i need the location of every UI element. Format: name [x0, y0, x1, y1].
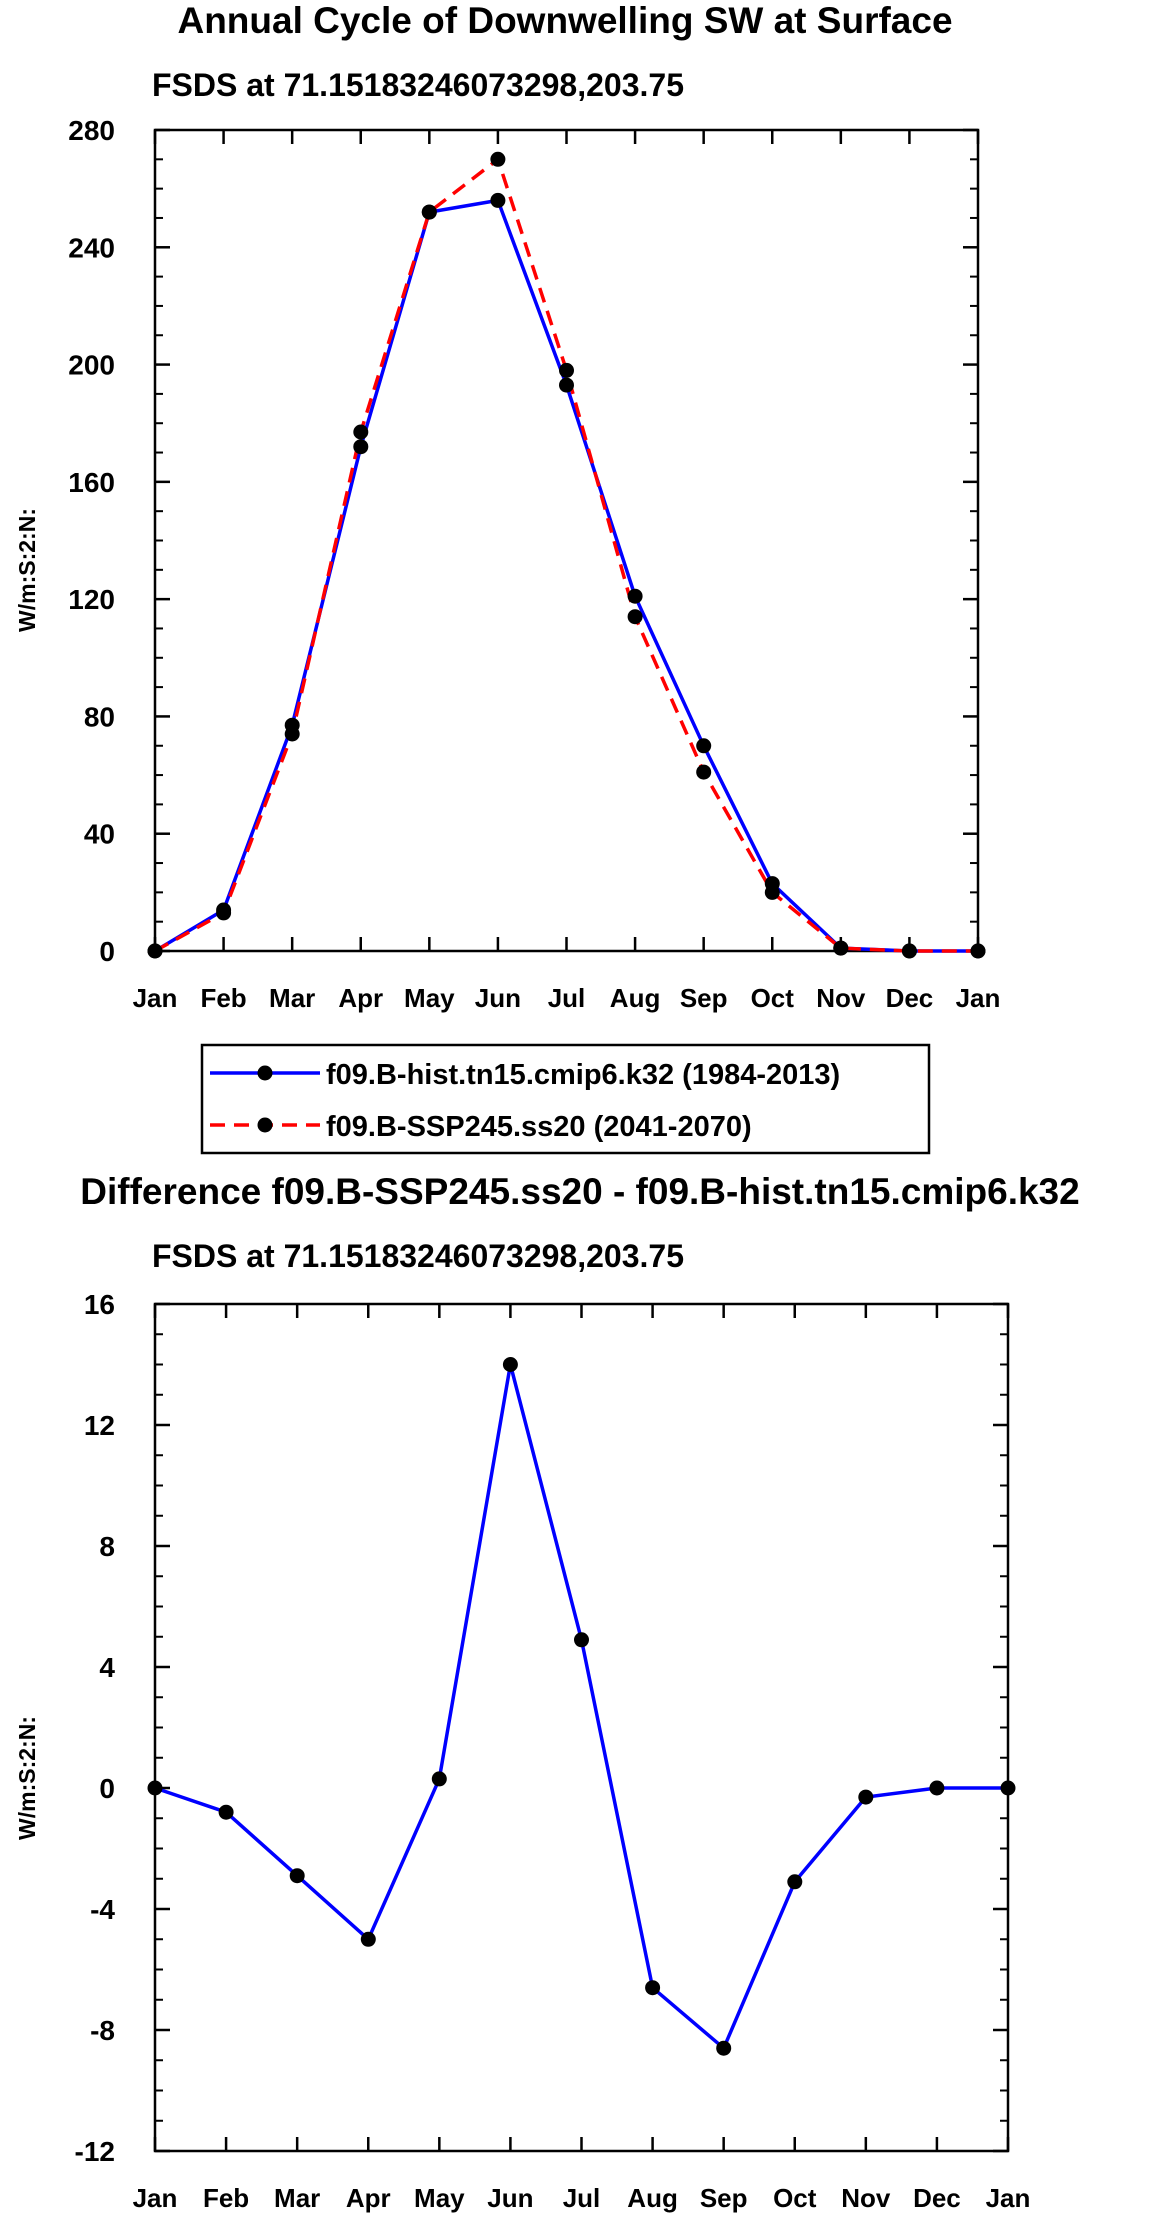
chart2-subtitle: FSDS at 71.15183246073298,203.75	[152, 1238, 684, 1274]
chart1-ytick-label: 200	[68, 350, 115, 381]
legend-marker-hist	[257, 1065, 273, 1081]
chart1-series-0-point	[353, 439, 369, 455]
chart1-series-1-point	[901, 943, 917, 959]
chart1-xtick-label: Jul	[548, 983, 586, 1013]
chart2-xtick-label: Jan	[133, 2183, 178, 2213]
chart1-xtick-label: Feb	[200, 983, 246, 1013]
chart2-xtick-label: Jul	[563, 2183, 601, 2213]
chart1-series-1-point	[490, 151, 506, 167]
chart2-series-0-point	[929, 1780, 945, 1796]
chart2-series-0-point	[1000, 1780, 1016, 1796]
chart1-series-0-line	[154, 198, 978, 953]
chart2-xtick-label: Dec	[913, 2183, 961, 2213]
chart1-xtick-label: Oct	[751, 983, 795, 1013]
chart2-series-0-point	[502, 1357, 518, 1372]
chart2-series-0-point	[218, 1804, 234, 1820]
chart2-ytick-label: 16	[84, 1289, 115, 1320]
chart2-xtick-label: Apr	[346, 2183, 391, 2213]
chart2-series-0-point	[574, 1632, 589, 1648]
chart1-xtick-label: Sep	[680, 983, 728, 1013]
chart2-xtick-label: May	[414, 2183, 465, 2213]
chart1-xtick-label: Nov	[816, 983, 866, 1013]
chart2-xtick-label: Jan	[986, 2183, 1031, 2213]
chart2-xtick-label: Oct	[773, 2183, 817, 2213]
chart1-ytick-label: 280	[68, 115, 115, 146]
chart1-series-1-line	[154, 157, 978, 953]
chart2-title: Difference f09.B-SSP245.ss20 - f09.B-his…	[80, 1171, 1079, 1212]
chart2-series-0-point	[289, 1868, 305, 1884]
chart2-series-0-point	[147, 1780, 163, 1796]
chart2-series-0-point	[360, 1931, 376, 1947]
chart2-ytick-label: 4	[99, 1652, 115, 1683]
chart1-series-1-point	[559, 362, 574, 378]
chart1-series-1-point	[284, 726, 300, 742]
chart1-series-0-point	[559, 377, 574, 393]
chart1-xtick-label: Jun	[475, 983, 521, 1013]
chart2-series-0-line	[154, 1362, 1008, 2050]
chart1-series-1-point	[970, 943, 986, 959]
chart2-ytick-label: 0	[99, 1773, 115, 1804]
chart2-plot: -12 -8 -4 0 4 8 12 16 Jan Feb Mar Apr May Jun Jul Aug Se…	[75, 1289, 1031, 2213]
legend-marker-ssp	[257, 1117, 273, 1133]
chart2-xtick-label: Mar	[274, 2183, 320, 2213]
chart1-series-1-point	[421, 204, 437, 220]
chart2-ytick-label: 12	[84, 1410, 115, 1441]
chart1-xtick-label: Apr	[338, 983, 383, 1013]
chart1-series-1-point	[147, 943, 163, 959]
chart1-series-1-point	[353, 424, 369, 440]
chart1-ylabel: W/m:S:2:N:	[14, 508, 40, 632]
chart1-ytick-label: 40	[84, 819, 115, 850]
chart1-ytick-label: 80	[84, 701, 115, 732]
chart2-xtick-label: Jun	[487, 2183, 533, 2213]
chart1-title: Annual Cycle of Downwelling SW at Surfac…	[177, 0, 952, 41]
chart1-plot: 0 40 80 120 160 200 240 280 Jan Feb Mar Apr May Jun Ju…	[68, 115, 1000, 1013]
legend-label-hist: f09.B-hist.tn15.cmip6.k32 (1984-2013)	[326, 1059, 840, 1091]
chart2-ylabel: W/m:S:2:N:	[14, 1716, 40, 1840]
chart2-ytick-label: -12	[75, 2136, 115, 2167]
chart2-xtick-label: Aug	[627, 2183, 678, 2213]
legend: f09.B-hist.tn15.cmip6.k32 (1984-2013) f0…	[200, 1043, 931, 1155]
legend-box	[200, 1043, 931, 1155]
chart1-ytick-label: 160	[68, 467, 115, 498]
chart1-series-1-point	[216, 905, 232, 921]
chart2-series-0-point	[431, 1771, 447, 1787]
chart1-series-0-point	[696, 738, 712, 754]
chart2-frame	[153, 1302, 1010, 2153]
chart2-series-0-point	[787, 1874, 803, 1890]
chart2-series-0-point	[858, 1789, 874, 1805]
chart1-series-1-point	[696, 764, 712, 780]
chart2-xtick-label: Nov	[841, 2183, 891, 2213]
chart2-xtick-label: Feb	[203, 2183, 249, 2213]
chart1-xtick-label: Jan	[956, 983, 1001, 1013]
chart2-ytick-label: 8	[99, 1531, 115, 1562]
chart1-ytick-label: 240	[68, 232, 115, 263]
chart1-series-0-point	[627, 588, 643, 604]
chart1-series-0-point	[490, 192, 506, 208]
chart2-series-0-point	[645, 1980, 661, 1996]
chart1-ytick-label: 120	[68, 584, 115, 615]
chart1-xtick-label: Dec	[886, 983, 934, 1013]
legend-label-ssp: f09.B-SSP245.ss20 (2041-2070)	[326, 1111, 752, 1143]
chart1-xtick-label: Jan	[133, 983, 178, 1013]
chart2-xtick-label: Sep	[700, 2183, 748, 2213]
chart1-xtick-label: Aug	[610, 983, 661, 1013]
chart2-ytick-label: -8	[90, 2015, 115, 2046]
chart1-ytick-label: 0	[99, 936, 115, 967]
chart1-xtick-label: Mar	[269, 983, 315, 1013]
chart1-series-1-point	[764, 884, 780, 900]
chart1-frame	[153, 128, 980, 953]
chart2-ytick-label: -4	[90, 1894, 115, 1925]
chart1-series-1-point	[833, 940, 849, 956]
chart1-series-1-point	[627, 609, 643, 625]
chart2-series-0-point	[716, 2040, 732, 2056]
chart1-xtick-label: May	[404, 983, 455, 1013]
chart1-subtitle: FSDS at 71.15183246073298,203.75	[152, 67, 684, 103]
